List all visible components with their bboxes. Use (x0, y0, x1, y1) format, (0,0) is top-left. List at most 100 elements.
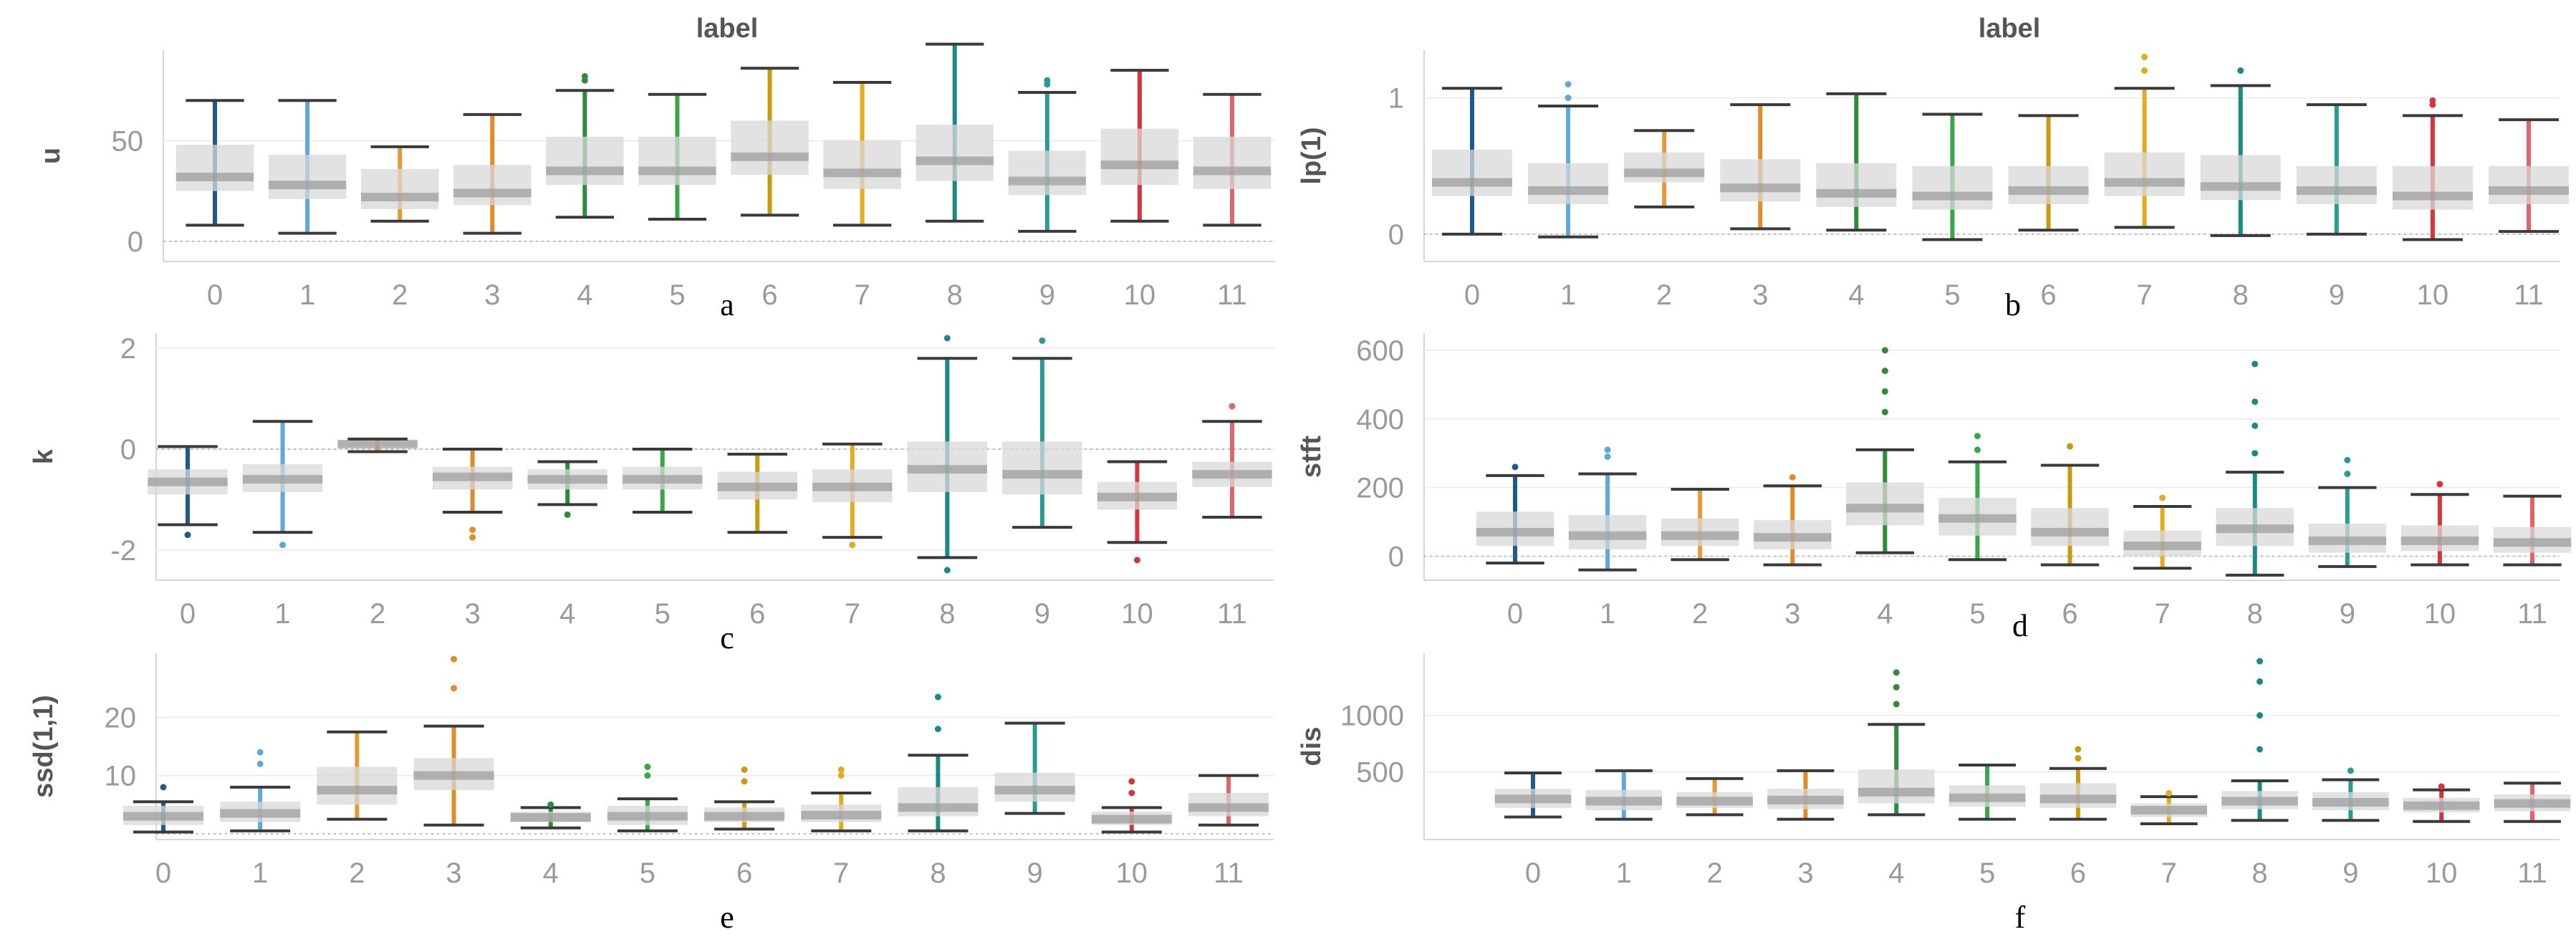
panel-e-x-tick-label-4: 4 (543, 857, 559, 889)
panel-c-outlier-7-0 (849, 542, 856, 549)
panel-b-median-2 (1624, 168, 1705, 178)
panel-d-x-tick-label-1: 1 (1600, 598, 1615, 630)
panel-a-x-tick-label-4: 4 (577, 279, 592, 311)
panel-f-median-2 (1676, 797, 1753, 806)
panel-b-median-6 (2008, 186, 2089, 196)
panel-d-x-tick-label-7: 7 (2155, 598, 2171, 630)
panel-f-outlier-9-0 (2347, 767, 2354, 774)
panel-f-median-7 (2130, 806, 2207, 815)
panel-f-median-11 (2494, 799, 2571, 808)
panel-e-y-tick-label: 10 (105, 761, 137, 792)
panel-d-outlier-1-1 (1604, 446, 1611, 453)
panel-a-median-0 (176, 173, 254, 181)
panel-b-y-label: lp(1) (1297, 127, 1327, 184)
panel-d-outlier-5-1 (1974, 433, 1981, 440)
panel-d-median-11 (2493, 538, 2572, 547)
panel-a-box-9 (1008, 150, 1087, 196)
panel-f-x-tick-label-7: 7 (2161, 857, 2177, 889)
panel-e-letter: e (720, 900, 734, 935)
panel-d-y-tick-label: 600 (1356, 335, 1404, 367)
panel-e-x-tick-label-10: 10 (1116, 857, 1148, 889)
panel-a-outlier-4-1 (581, 73, 588, 80)
panel-e-outlier-5-0 (644, 772, 651, 779)
panel-d-x-tick-label-3: 3 (1784, 598, 1800, 630)
panel-b-box-1 (1528, 163, 1609, 205)
panel-a-x-tick-label-11: 11 (1217, 279, 1247, 311)
panel-d-median-4 (1846, 504, 1924, 513)
panel-d-outlier-8-2 (2251, 398, 2259, 405)
panel-c-median-3 (432, 472, 513, 481)
panel-d-x-tick-label-5: 5 (1969, 598, 1985, 630)
panel-f-outlier-8-2 (2257, 678, 2264, 685)
panel-a-box-6 (731, 120, 809, 176)
panel-d-outlier-4-1 (1881, 388, 1888, 395)
panel-a-x-tick-label-7: 7 (855, 279, 870, 311)
panel-b-outlier-8-0 (2237, 67, 2244, 75)
panel-b-x-tick-label-6: 6 (2040, 279, 2056, 311)
panel-a-x-tick-label-10: 10 (1124, 279, 1156, 311)
panel-e-x-tick-label-3: 3 (446, 857, 461, 889)
panel-e-outlier-10-0 (1128, 789, 1135, 797)
panel-f-x-tick-label-4: 4 (1888, 857, 1904, 889)
panel-d-x-tick-label-9: 9 (2340, 598, 2355, 630)
panel-e-box-8 (898, 787, 979, 817)
panel-d-letter: d (2012, 608, 2028, 643)
panel-e-x-tick-label-7: 7 (833, 857, 849, 889)
panel-f-outlier-6-0 (2075, 755, 2082, 762)
panel-b-x-tick-label-11: 11 (2514, 279, 2544, 311)
panel-c-x-tick-label-4: 4 (559, 598, 575, 630)
panel-c-x-tick-label-1: 1 (274, 598, 290, 630)
panel-a-box-1 (268, 155, 347, 199)
panel-f-y-tick-label: 1000 (1340, 701, 1404, 732)
panel-e-outlier-3-0 (451, 685, 458, 692)
panel-f-median-4 (1858, 787, 1935, 797)
panel-b-x-tick-label-3: 3 (1752, 279, 1768, 311)
panel-a-median-7 (823, 168, 901, 178)
panel-a-outlier-9-1 (1044, 77, 1051, 84)
panel-b-box-9 (2296, 165, 2377, 205)
panel-b-y-tick-label: 1 (1388, 83, 1404, 115)
panel-c-x-tick-label-10: 10 (1121, 598, 1153, 630)
panel-d-box-6 (2031, 508, 2109, 547)
figure-title-right: label (1979, 14, 2041, 44)
panel-e-median-4 (510, 813, 591, 822)
panel-e-x-tick-label-2: 2 (349, 857, 365, 889)
panel-c-x-tick-label-3: 3 (465, 598, 481, 630)
panel-e-outlier-10-1 (1128, 778, 1135, 785)
panel-c-y-tick-label: 2 (120, 333, 136, 365)
panel-e-outlier-7-0 (837, 772, 845, 779)
panel-a-median-5 (638, 166, 716, 176)
panel-f-median-9 (2312, 798, 2389, 807)
panel-d-median-5 (1938, 514, 2017, 523)
panel-f-outlier-6-1 (2075, 746, 2082, 753)
panel-b-outlier-10-1 (2429, 97, 2436, 104)
panel-b-box-6 (2008, 165, 2089, 205)
panel-d-outlier-8-3 (2251, 360, 2259, 367)
panel-c-outlier-10-0 (1133, 557, 1140, 564)
panel-a-box-3 (453, 165, 532, 206)
panel-a-median-11 (1193, 166, 1272, 176)
panel-a-letter: a (720, 287, 734, 322)
panel-b-median-1 (1528, 186, 1609, 196)
panel-a-median-3 (453, 188, 532, 198)
panel-d-outlier-4-2 (1881, 367, 1888, 375)
panel-b-x-tick-label-5: 5 (1944, 279, 1960, 311)
panel-d-outlier-5-0 (1974, 446, 1981, 453)
panel-c-median-11 (1192, 470, 1272, 479)
panel-b-median-0 (1432, 178, 1512, 187)
panel-e-median-0 (123, 812, 203, 821)
panel-c-outlier-9-0 (1039, 337, 1046, 345)
panel-f-median-5 (1948, 793, 2026, 802)
panel-c-median-6 (717, 482, 797, 491)
panel-d-x-tick-label-8: 8 (2247, 598, 2263, 630)
panel-b-outlier-1-1 (1565, 81, 1572, 88)
panel-f-letter: f (2015, 900, 2026, 935)
panel-b-median-11 (2489, 186, 2569, 196)
panel-f-y-label: dis (1297, 727, 1327, 766)
panel-c-median-0 (148, 477, 228, 486)
panel-c-median-7 (812, 482, 893, 491)
panel-c-median-9 (1002, 470, 1082, 479)
panel-a-x-tick-label-9: 9 (1039, 279, 1055, 311)
panel-e-median-1 (220, 809, 301, 818)
